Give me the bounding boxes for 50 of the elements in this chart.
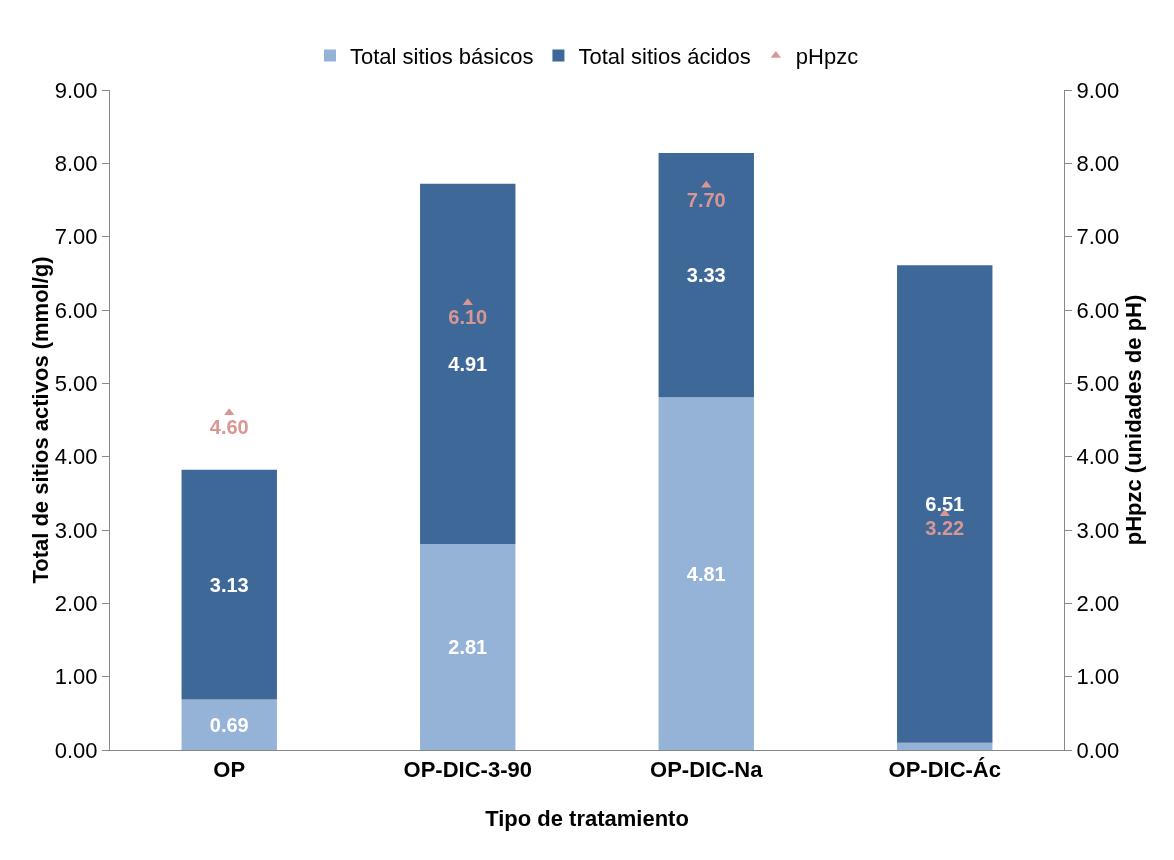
data-label: 4.91 bbox=[448, 352, 488, 375]
y2-tick-label: 5.00 bbox=[1076, 371, 1120, 397]
point bbox=[701, 180, 712, 188]
x-tick-label: OP bbox=[213, 757, 246, 783]
y2-tick-label: 8.00 bbox=[1076, 151, 1120, 177]
y-tick-label: 4.00 bbox=[54, 444, 98, 470]
x-tick-label: OP-DIC-Ác bbox=[888, 757, 1001, 783]
data-label: 4.81 bbox=[686, 562, 726, 585]
x-tick-label: OP-DIC-Na bbox=[650, 757, 764, 783]
data-label: 2.81 bbox=[448, 635, 488, 658]
data-label: 7.70 bbox=[686, 188, 726, 211]
bar bbox=[420, 183, 516, 544]
legend-label: pHpzc bbox=[795, 44, 859, 70]
y2-tick-label: 9.00 bbox=[1076, 77, 1120, 103]
bar bbox=[181, 469, 277, 700]
y2-axis-title: pHpzc (unidades de pH) bbox=[1121, 294, 1147, 546]
bar bbox=[897, 265, 993, 743]
bar bbox=[658, 397, 754, 750]
y2-tick-label: 7.00 bbox=[1076, 224, 1120, 250]
y2-tick-label: 2.00 bbox=[1076, 591, 1120, 617]
bar bbox=[420, 543, 516, 750]
bar bbox=[658, 153, 754, 398]
data-label: 0.69 bbox=[209, 713, 249, 736]
data-label: 3.13 bbox=[209, 573, 249, 596]
y-tick-label: 2.00 bbox=[54, 591, 98, 617]
data-label: 6.10 bbox=[448, 306, 488, 329]
y-tick-label: 0.00 bbox=[54, 737, 98, 763]
data-label: 4.60 bbox=[209, 416, 249, 439]
data-label: 3.33 bbox=[686, 264, 726, 287]
y-tick-label: 9.00 bbox=[54, 77, 98, 103]
x-tick-label: OP-DIC-3-90 bbox=[403, 757, 532, 783]
legend-label: Total sitios ácidos bbox=[578, 44, 751, 70]
y-tick-label: 7.00 bbox=[54, 224, 98, 250]
y-tick-label: 6.00 bbox=[54, 297, 98, 323]
x-axis-title: Tipo de tratamiento bbox=[485, 806, 689, 831]
y2-tick-label: 3.00 bbox=[1076, 517, 1120, 543]
y2-tick-label: 4.00 bbox=[1076, 444, 1120, 470]
legend-label: Total sitios básicos bbox=[350, 44, 534, 70]
y-tick-label: 5.00 bbox=[54, 371, 98, 397]
y2-tick-label: 1.00 bbox=[1076, 664, 1120, 690]
y2-tick-label: 0.00 bbox=[1076, 737, 1120, 763]
y-tick-label: 8.00 bbox=[54, 151, 98, 177]
data-label: 6.51 bbox=[925, 492, 965, 515]
y2-tick-label: 6.00 bbox=[1076, 297, 1120, 323]
y-axis-title: Total de sitios activos (mmol/g) bbox=[27, 256, 53, 584]
data-label: 3.22 bbox=[925, 517, 965, 540]
y-tick-label: 1.00 bbox=[54, 664, 98, 690]
y-tick-label: 3.00 bbox=[54, 517, 98, 543]
bar bbox=[897, 742, 993, 750]
bar bbox=[181, 699, 277, 750]
